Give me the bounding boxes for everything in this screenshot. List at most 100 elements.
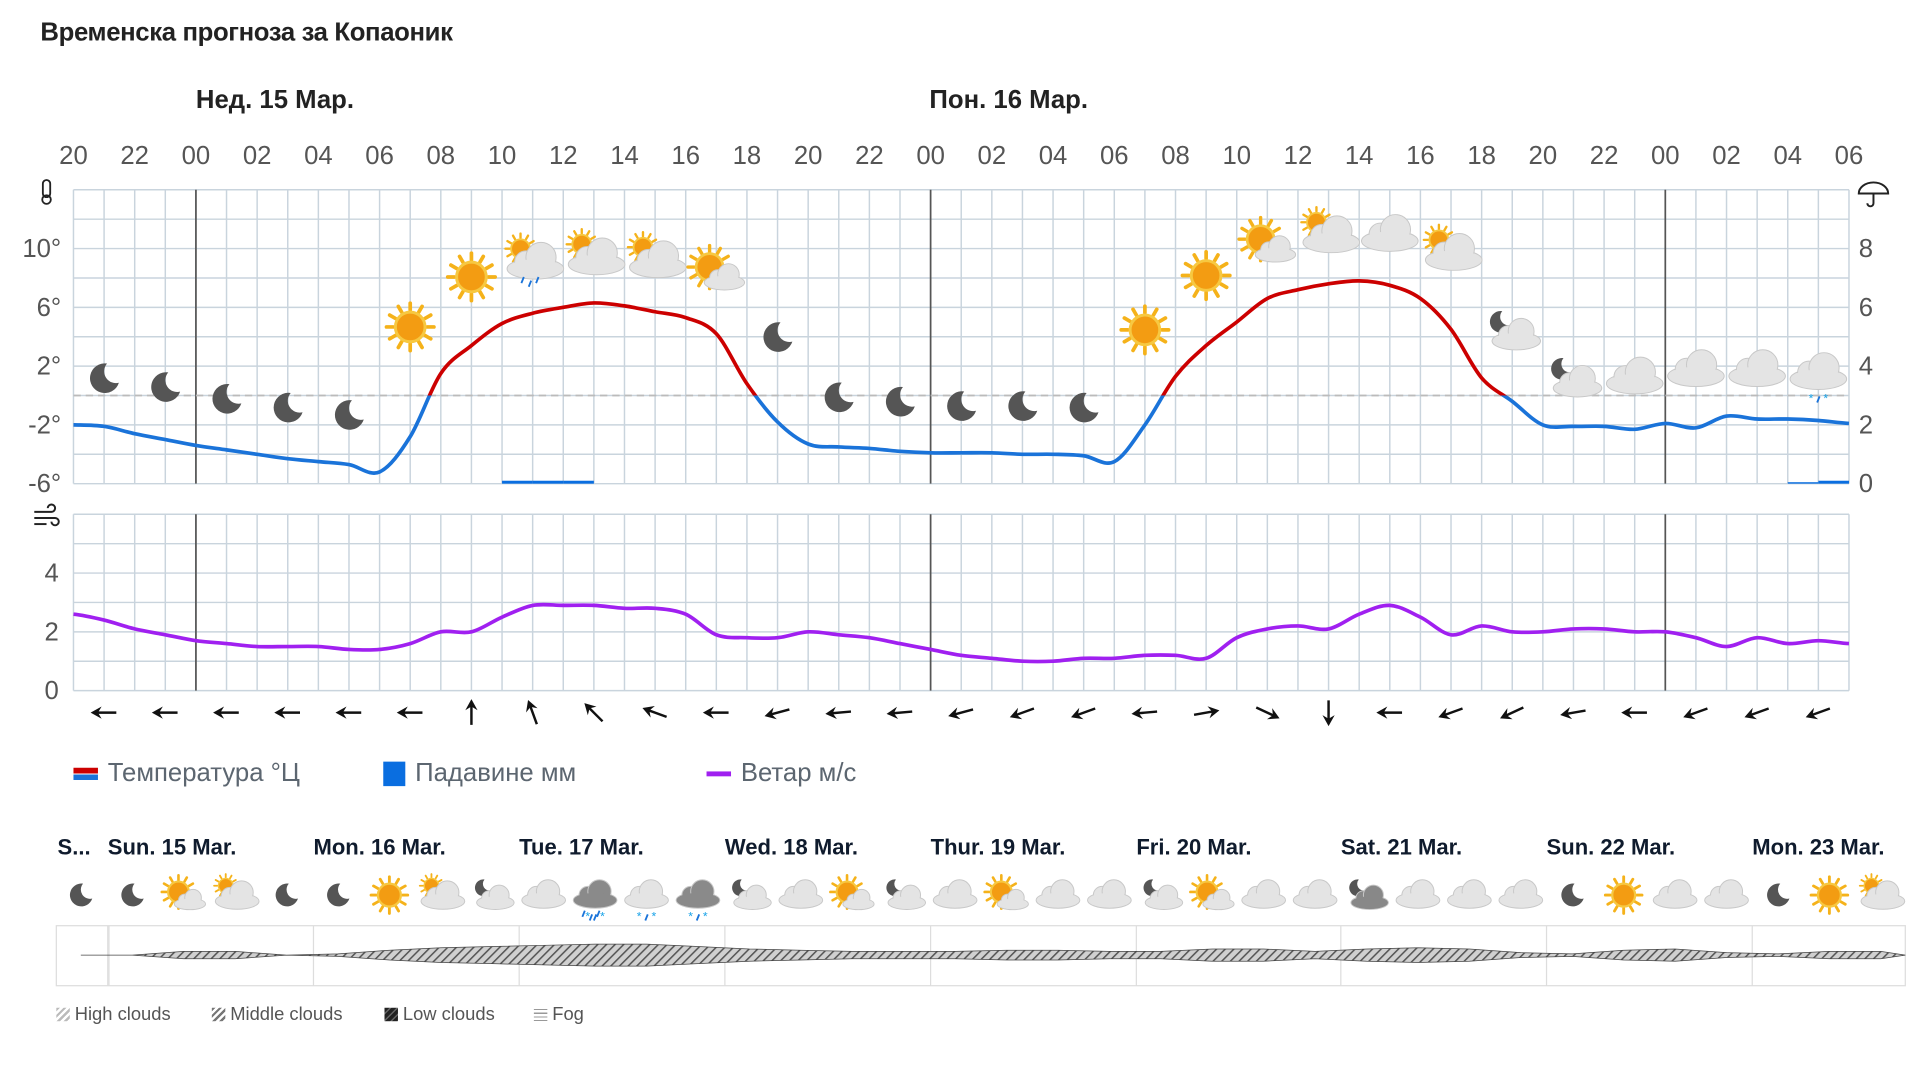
weather-icon-sun-cloud-light <box>1237 215 1297 263</box>
cloud-icon <box>1087 879 1132 909</box>
legend-label: Падавине мм <box>415 759 577 788</box>
sun-icon <box>1119 304 1171 356</box>
weather-icon-moon <box>151 372 181 402</box>
weather-icon-sun-cloud-light <box>983 874 1029 911</box>
forecast-chart: 20 22 00 02 04 06 08 10 12 14 16 18 20 22 00 02 04 06 08 10… <box>22 142 1890 727</box>
hour-label: 10 <box>1222 142 1251 170</box>
meteogram-day-label: Tue. 17 Mar. <box>519 835 644 860</box>
hour-label: 20 <box>59 142 88 170</box>
temperature-tick: -6° <box>28 470 61 498</box>
legend-label: Low clouds <box>402 1004 495 1025</box>
temperature-tick: 2° <box>37 353 62 381</box>
cloud-icon <box>1552 364 1603 398</box>
weather-icon-sun-cloud <box>565 228 626 276</box>
cloud-icon <box>932 879 978 909</box>
wind-direction-arrow <box>1438 707 1463 720</box>
cloud-icon <box>420 880 466 910</box>
weather-icon-moon <box>1008 391 1038 421</box>
weather-icon-cloud-snow: * * <box>1789 352 1848 405</box>
moon-icon <box>90 363 119 394</box>
cloud-icon <box>675 879 721 909</box>
weather-icon-moon <box>824 382 854 413</box>
cloud-icon <box>1860 880 1906 910</box>
meteogram-day-label: Wed. 18 Mar. <box>724 835 859 860</box>
legend-temperature[interactable]: Температура °Ц <box>73 759 300 788</box>
cloud-icon <box>703 263 746 291</box>
legend-low-clouds: Low clouds <box>384 1004 495 1025</box>
wind-direction-arrow <box>465 699 478 725</box>
moon-icon <box>824 382 854 413</box>
cloud-icon <box>996 888 1029 911</box>
cloud-icon <box>1447 879 1492 909</box>
rain-icon <box>520 276 540 288</box>
legend-label: Middle clouds <box>230 1004 343 1025</box>
cloud-icon <box>572 879 618 909</box>
hour-label: 02 <box>978 142 1007 170</box>
weather-icon-moon-cloud <box>1489 311 1542 351</box>
weather-icon-sun <box>384 301 436 353</box>
legend-fog: Fog <box>533 1004 584 1025</box>
wind-direction-arrow <box>1744 707 1770 720</box>
cloud-icon <box>1704 879 1749 909</box>
moon-icon <box>947 391 977 421</box>
weather-icon-sun-cloud <box>1422 223 1483 271</box>
weather-icon-moon <box>1767 883 1790 907</box>
wind-direction-arrow <box>825 706 852 719</box>
wind-direction-arrow <box>702 706 729 719</box>
wind-direction-arrow <box>886 706 913 719</box>
weather-icon-cloud <box>521 879 567 909</box>
hour-label: 00 <box>916 142 945 170</box>
legend-precipitation[interactable]: Падавине мм <box>383 759 576 788</box>
day-header: Пон. 16 Мар. <box>929 85 1089 114</box>
cloud-icon <box>1789 352 1848 390</box>
temperature-tick: 6° <box>37 294 62 322</box>
moon-icon <box>212 383 242 414</box>
weather-icon-sun-cloud <box>1858 873 1906 910</box>
hour-label: 20 <box>794 142 823 170</box>
svg-text:*: * <box>585 910 590 924</box>
temperature-tick: 10° <box>22 235 61 263</box>
svg-text:*: * <box>688 910 693 924</box>
precip-bar <box>532 480 564 484</box>
moon-icon <box>1008 391 1038 421</box>
hour-label: 22 <box>855 142 884 170</box>
cloud-icon <box>1361 214 1419 252</box>
wind-tick: 4 <box>44 560 58 588</box>
sun-icon <box>384 301 436 353</box>
wind-direction-arrow <box>90 706 117 719</box>
svg-text:*: * <box>1809 391 1814 405</box>
weather-icon-moon <box>327 883 350 907</box>
legend-wind[interactable]: Ветар м/с <box>706 759 856 788</box>
weather-icon-moon-cloud <box>886 879 927 910</box>
cloud-icon <box>1395 879 1441 909</box>
moon-icon <box>275 883 298 907</box>
sun-icon <box>1809 875 1850 915</box>
cloud-icon <box>1202 888 1235 911</box>
hour-label: 18 <box>733 142 762 170</box>
sun-icon <box>445 251 497 303</box>
temperature-tick: -2° <box>28 411 61 439</box>
wind-direction-arrow <box>1071 707 1096 720</box>
hour-label: 02 <box>243 142 272 170</box>
hour-label: 08 <box>1161 142 1190 170</box>
hour-label: 06 <box>1100 142 1129 170</box>
weather-icon-cloud <box>1447 879 1492 909</box>
snow-icon: * * <box>585 910 605 924</box>
cloud-icon <box>624 879 669 909</box>
wind-direction-arrow <box>764 707 790 720</box>
weather-icon-moon <box>90 363 119 394</box>
page-title: Временска прогноза за Копаоник <box>40 18 453 47</box>
hour-label: 04 <box>1773 142 1802 170</box>
rain-icon <box>581 910 601 921</box>
weather-icon-moon <box>1561 883 1584 907</box>
moon-icon <box>273 392 303 423</box>
cloud-icon <box>1652 879 1698 909</box>
meteogram-day-label: Mon. 23 Mar. <box>1752 835 1885 860</box>
weather-icon-sun <box>369 875 410 915</box>
weather-icon-cloud <box>1087 879 1132 909</box>
moon-icon <box>1069 392 1099 423</box>
wind-direction-arrow <box>948 707 974 720</box>
moon-icon <box>121 883 144 907</box>
meteogram-day-label: Fri. 20 Mar. <box>1136 835 1252 860</box>
cloud-icon <box>214 880 260 910</box>
